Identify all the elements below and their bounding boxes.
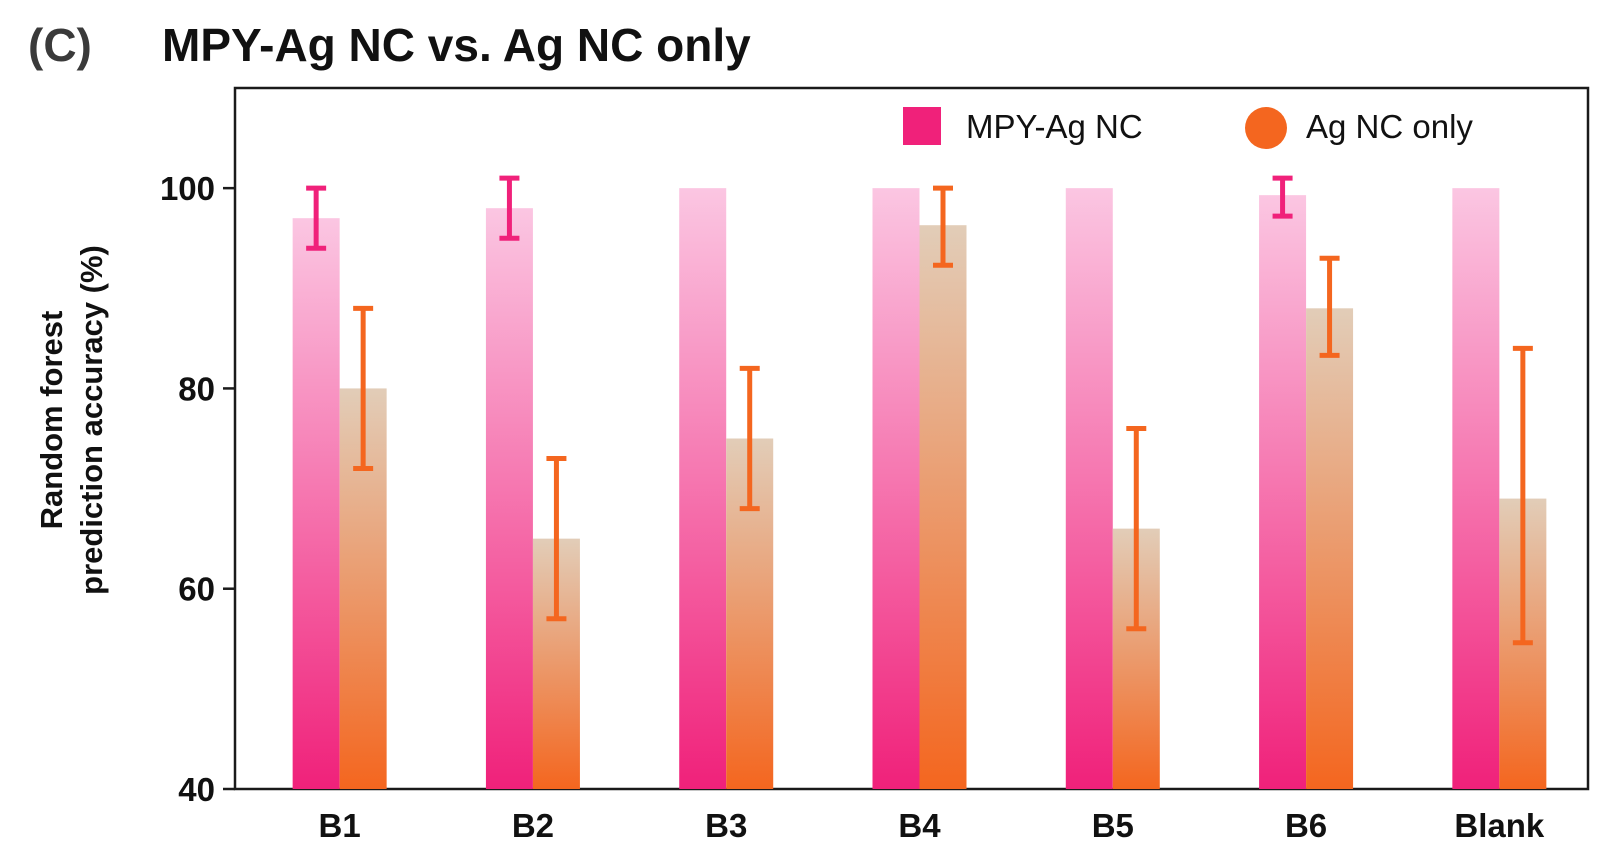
x-tick-label: B2: [512, 807, 554, 844]
x-tick-label: B5: [1092, 807, 1134, 844]
bar-ag-nc-only-b6: [1306, 308, 1354, 789]
legend-label-mpy-ag-nc: MPY-Ag NC: [966, 108, 1143, 145]
y-tick-label: 100: [160, 170, 215, 207]
x-tick-label: Blank: [1454, 807, 1545, 844]
y-axis-label-line: Random forest: [34, 311, 69, 530]
y-axis-label-line: prediction accuracy (%): [74, 245, 109, 595]
chart-title: MPY-Ag NC vs. Ag NC only: [162, 19, 751, 71]
bar-mpy-ag-nc-b6: [1259, 195, 1307, 790]
legend-label-ag-nc-only: Ag NC only: [1306, 108, 1473, 145]
y-tick-label: 60: [178, 571, 215, 608]
x-tick-label: B3: [705, 807, 747, 844]
bar-mpy-ag-nc-b3: [679, 188, 727, 790]
legend-marker-mpy-ag-nc: [903, 107, 941, 145]
y-tick-label: 40: [178, 771, 215, 808]
bar-mpy-ag-nc-blank: [1452, 188, 1500, 790]
y-tick-label: 80: [178, 370, 215, 407]
x-tick-label: B4: [898, 807, 941, 844]
y-axis-label: Random forest prediction accuracy (%): [34, 245, 109, 595]
x-tick-label: B1: [319, 807, 361, 844]
bar-mpy-ag-nc-b2: [485, 208, 533, 789]
legend-marker-ag-nc-only: [1245, 107, 1287, 149]
panel-label: (C): [28, 19, 92, 71]
bar-mpy-ag-nc-b5: [1065, 188, 1113, 790]
bar-mpy-ag-nc-b1: [292, 218, 340, 789]
bar-mpy-ag-nc-b4: [872, 188, 920, 790]
bar-ag-nc-only-b4: [919, 225, 967, 790]
x-tick-label: B6: [1285, 807, 1327, 844]
